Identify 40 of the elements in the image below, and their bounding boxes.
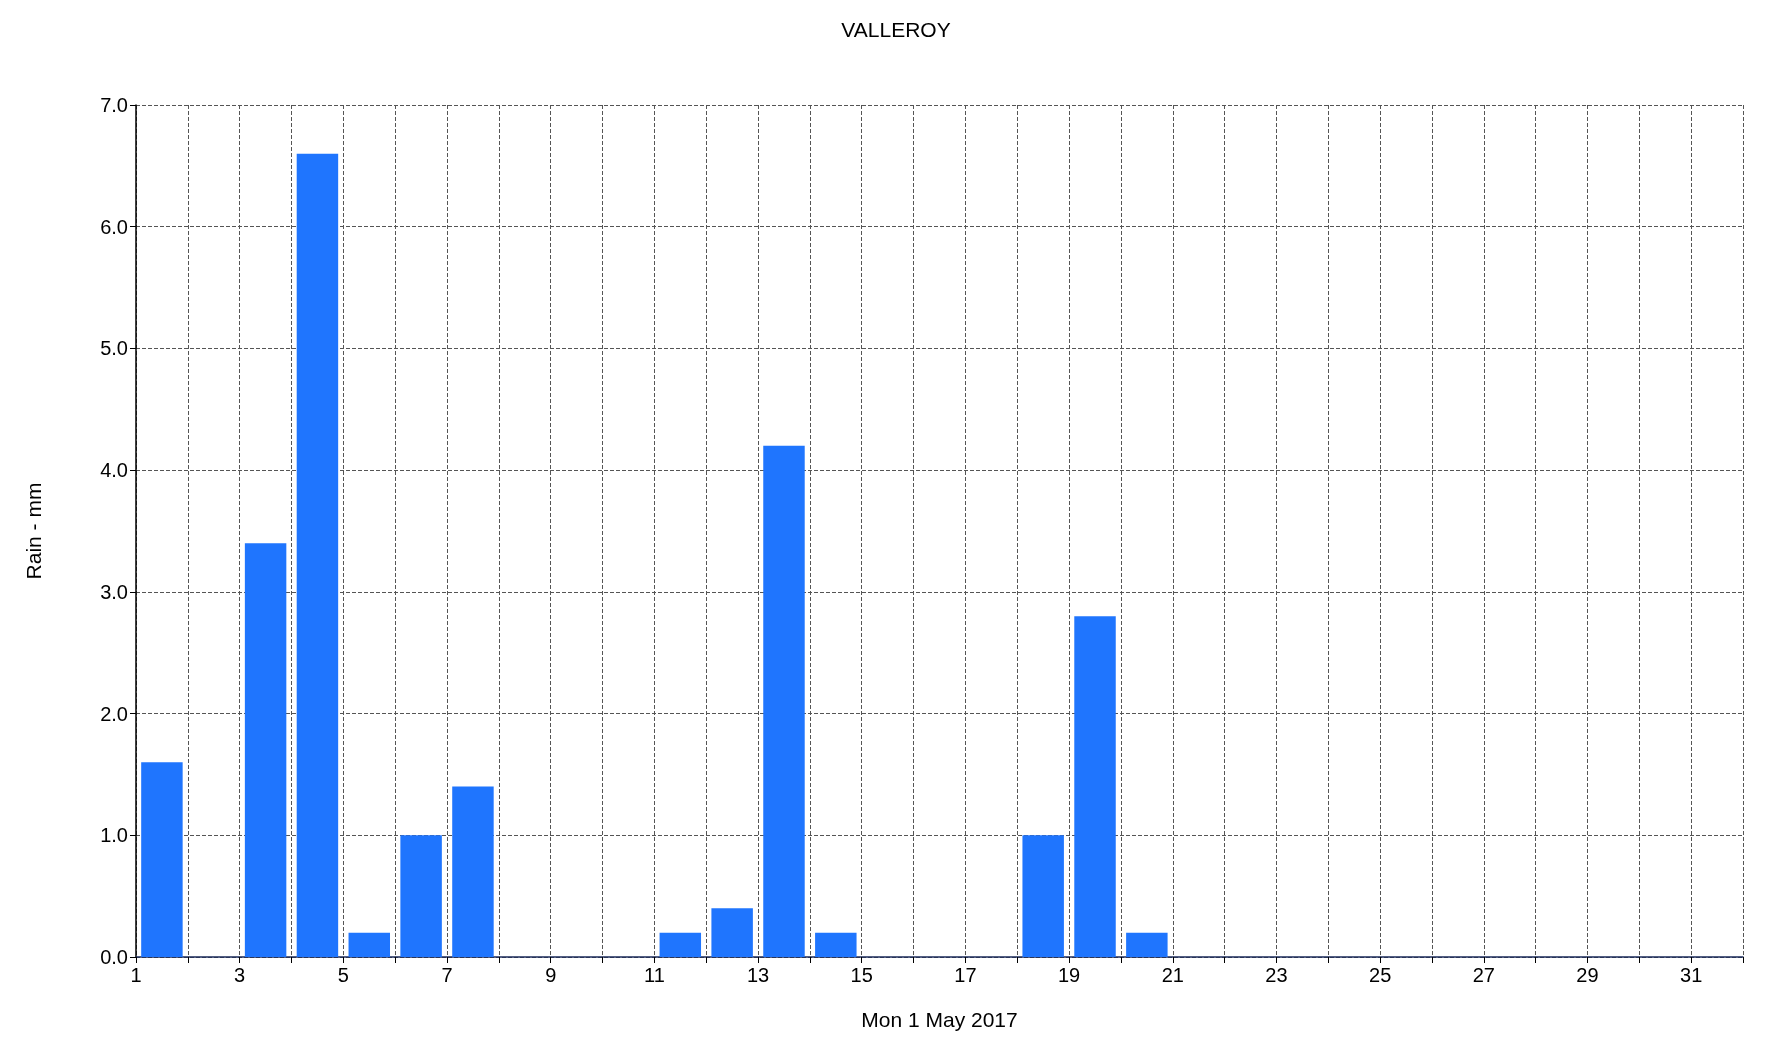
x-tick-label: 19 <box>1057 964 1081 986</box>
bar <box>400 835 442 957</box>
x-tick-label: 9 <box>545 964 557 986</box>
bar <box>348 932 391 957</box>
y-tick-label: 2.0 <box>100 702 128 725</box>
bar <box>296 153 339 957</box>
y-tick-label: 7.0 <box>100 94 128 116</box>
y-tick-label: 6.0 <box>100 215 128 238</box>
x-tick-label: 15 <box>850 964 873 986</box>
x-tick-label: 31 <box>1680 964 1703 986</box>
x-tick-label: 23 <box>1265 964 1288 986</box>
bar <box>141 762 183 957</box>
bar <box>659 932 702 957</box>
y-axis-title: Rain - mm <box>22 482 45 580</box>
bar <box>1126 932 1168 957</box>
chart-title: VALLEROY <box>841 18 951 41</box>
bar <box>711 908 753 957</box>
x-tick-label: 17 <box>954 964 977 986</box>
bar <box>452 786 494 957</box>
bar <box>763 445 805 957</box>
x-tick-label: 13 <box>746 964 770 986</box>
bar <box>1074 616 1116 957</box>
x-tick-label: 21 <box>1161 964 1184 986</box>
y-tick-label: 1.0 <box>100 824 128 847</box>
y-tick-label: 3.0 <box>100 580 128 603</box>
y-tick-label: 5.0 <box>100 337 128 360</box>
x-axis-title: Mon 1 May 2017 <box>861 1008 1018 1031</box>
x-tick-label: 11 <box>644 964 665 986</box>
x-tick-label: 25 <box>1369 964 1392 986</box>
bar <box>1022 835 1064 957</box>
x-tick-label: 29 <box>1576 964 1599 986</box>
x-tick-label: 7 <box>441 964 453 986</box>
y-tick-label: 0.0 <box>100 946 128 968</box>
x-tick-label: 1 <box>130 964 142 986</box>
y-tick-label: 4.0 <box>100 459 128 482</box>
x-tick-label: 27 <box>1472 964 1495 986</box>
x-tick-label: 3 <box>234 964 246 986</box>
bar <box>244 543 287 957</box>
x-tick-label: 5 <box>337 964 349 986</box>
bar <box>815 932 857 957</box>
